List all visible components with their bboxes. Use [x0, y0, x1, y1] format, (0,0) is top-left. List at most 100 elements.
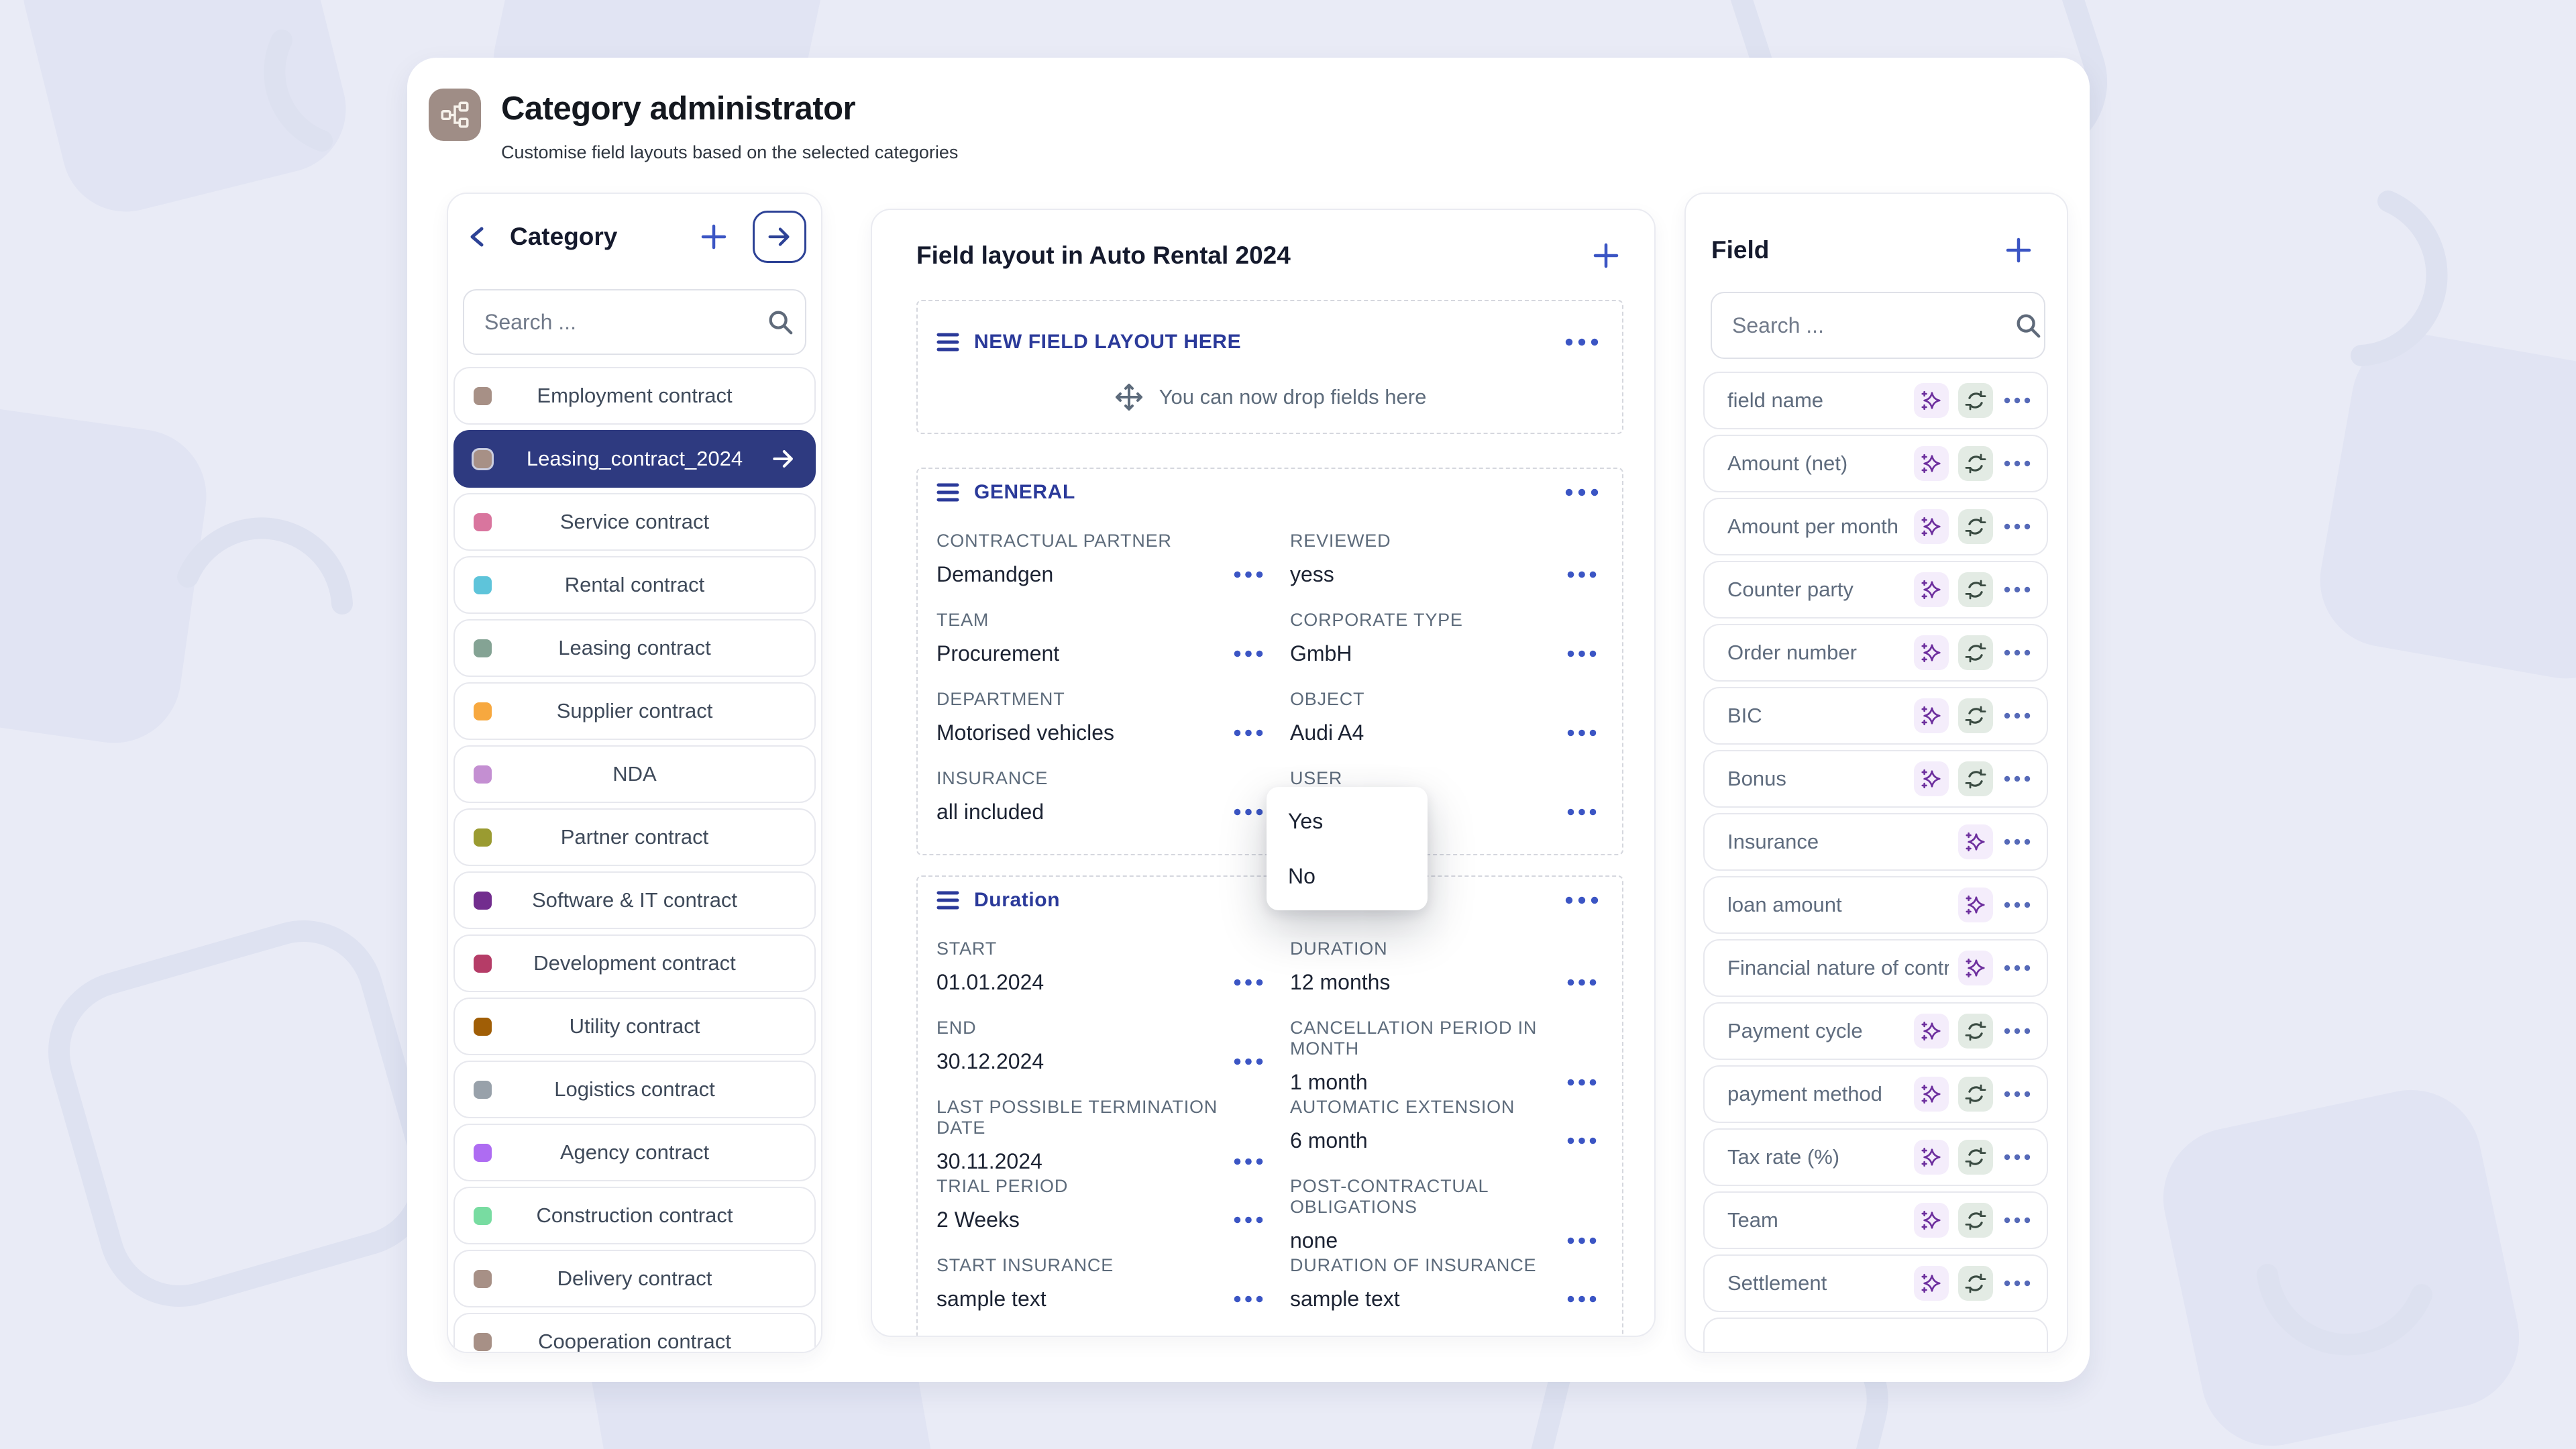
field-list-item[interactable]: payment method: [1703, 1065, 2048, 1123]
ellipsis-menu-icon[interactable]: [1564, 1234, 1599, 1247]
field-list-item[interactable]: Financial nature of contract: [1703, 939, 2048, 997]
add-field-button[interactable]: [2004, 235, 2033, 265]
ai-sparkle-icon[interactable]: [1958, 824, 1993, 859]
field-list-item[interactable]: Amount (net): [1703, 435, 2048, 492]
field-list-item[interactable]: BIC: [1703, 687, 2048, 745]
ai-sparkle-icon[interactable]: [1914, 509, 1949, 544]
ai-sparkle-icon[interactable]: [1914, 1140, 1949, 1175]
ellipsis-menu-icon[interactable]: [1564, 568, 1599, 581]
ellipsis-menu-icon[interactable]: [1560, 484, 1603, 500]
sync-icon[interactable]: [1958, 1203, 1993, 1238]
ellipsis-menu-icon[interactable]: [2004, 965, 2031, 971]
field-list-item[interactable]: Payment cycle: [1703, 1002, 2048, 1060]
ai-sparkle-icon[interactable]: [1914, 446, 1949, 481]
sync-icon[interactable]: [1958, 572, 1993, 607]
ellipsis-menu-icon[interactable]: [1231, 727, 1266, 739]
sync-icon[interactable]: [1958, 761, 1993, 796]
sync-icon[interactable]: [1958, 446, 1993, 481]
ellipsis-menu-icon[interactable]: [2004, 775, 2031, 782]
ellipsis-menu-icon[interactable]: [1564, 727, 1599, 739]
ellipsis-menu-icon[interactable]: [2004, 1028, 2031, 1034]
category-item[interactable]: Logistics contract: [453, 1061, 816, 1118]
category-item[interactable]: Supplier contract: [453, 682, 816, 740]
sync-icon[interactable]: [1958, 1140, 1993, 1175]
category-search-input[interactable]: [484, 309, 766, 335]
ai-sparkle-icon[interactable]: [1914, 1266, 1949, 1301]
field-list-item[interactable]: Counter party: [1703, 561, 2048, 619]
category-item[interactable]: NDA: [453, 745, 816, 803]
chevron-left-icon[interactable]: [466, 223, 492, 250]
ellipsis-menu-icon[interactable]: [1231, 1293, 1266, 1305]
field-list-item[interactable]: Settlement: [1703, 1254, 2048, 1312]
category-item[interactable]: Development contract: [453, 934, 816, 992]
ellipsis-menu-icon[interactable]: [1560, 334, 1603, 350]
ellipsis-menu-icon[interactable]: [2004, 1217, 2031, 1224]
category-item[interactable]: Agency contract: [453, 1124, 816, 1181]
ellipsis-menu-icon[interactable]: [2004, 1091, 2031, 1097]
ellipsis-menu-icon[interactable]: [2004, 1154, 2031, 1161]
field-list-item[interactable]: Bonus: [1703, 750, 2048, 808]
category-item[interactable]: Cooperation contract: [453, 1313, 816, 1352]
add-category-button[interactable]: [699, 222, 729, 252]
drag-handle-icon[interactable]: [936, 482, 959, 502]
ai-sparkle-icon[interactable]: [1914, 1077, 1949, 1112]
drag-handle-icon[interactable]: [936, 890, 959, 910]
ai-sparkle-icon[interactable]: [1914, 572, 1949, 607]
ellipsis-menu-icon[interactable]: [1564, 1293, 1599, 1305]
sync-icon[interactable]: [1958, 509, 1993, 544]
ellipsis-menu-icon[interactable]: [2004, 586, 2031, 593]
field-list-item[interactable]: Order number: [1703, 624, 2048, 682]
category-item[interactable]: Leasing_contract_2024: [453, 430, 816, 488]
forward-category-button[interactable]: [753, 211, 806, 263]
ellipsis-menu-icon[interactable]: [1231, 1055, 1266, 1068]
category-item[interactable]: Utility contract: [453, 998, 816, 1055]
ellipsis-menu-icon[interactable]: [2004, 902, 2031, 908]
ellipsis-menu-icon[interactable]: [1231, 1155, 1266, 1168]
ellipsis-menu-icon[interactable]: [1231, 647, 1266, 660]
ellipsis-menu-icon[interactable]: [2004, 839, 2031, 845]
ellipsis-menu-icon[interactable]: [1231, 806, 1266, 818]
field-list-item[interactable]: field name: [1703, 372, 2048, 429]
ellipsis-menu-icon[interactable]: [2004, 649, 2031, 656]
category-item[interactable]: Employment contract: [453, 367, 816, 425]
ellipsis-menu-icon[interactable]: [1231, 568, 1266, 581]
ai-sparkle-icon[interactable]: [1914, 1014, 1949, 1049]
ai-sparkle-icon[interactable]: [1958, 888, 1993, 922]
category-item[interactable]: Construction contract: [453, 1187, 816, 1244]
field-list-item[interactable]: Amount per month: [1703, 498, 2048, 555]
ellipsis-menu-icon[interactable]: [2004, 1280, 2031, 1287]
ellipsis-menu-icon[interactable]: [2004, 460, 2031, 467]
sync-icon[interactable]: [1958, 635, 1993, 670]
dropdown-option-yes[interactable]: Yes: [1288, 808, 1324, 833]
field-list-item[interactable]: Team: [1703, 1191, 2048, 1249]
add-field-layout-button[interactable]: [1591, 241, 1621, 270]
ai-sparkle-icon[interactable]: [1914, 761, 1949, 796]
category-item[interactable]: Delivery contract: [453, 1250, 816, 1307]
category-item[interactable]: Rental contract: [453, 556, 816, 614]
ellipsis-menu-icon[interactable]: [1564, 647, 1599, 660]
sync-icon[interactable]: [1958, 1014, 1993, 1049]
ellipsis-menu-icon[interactable]: [2004, 397, 2031, 404]
ai-sparkle-icon[interactable]: [1914, 698, 1949, 733]
sync-icon[interactable]: [1958, 698, 1993, 733]
ai-sparkle-icon[interactable]: [1914, 383, 1949, 418]
ellipsis-menu-icon[interactable]: [2004, 523, 2031, 530]
ellipsis-menu-icon[interactable]: [1231, 1214, 1266, 1226]
sync-icon[interactable]: [1958, 383, 1993, 418]
field-search-input[interactable]: [1732, 313, 2014, 338]
drag-handle-icon[interactable]: [936, 332, 959, 352]
ai-sparkle-icon[interactable]: [1958, 951, 1993, 985]
field-list-item-partial[interactable]: [1703, 1318, 2048, 1352]
ai-sparkle-icon[interactable]: [1914, 635, 1949, 670]
category-item[interactable]: Service contract: [453, 493, 816, 551]
ellipsis-menu-icon[interactable]: [1564, 976, 1599, 989]
ellipsis-menu-icon[interactable]: [1564, 1134, 1599, 1147]
sync-icon[interactable]: [1958, 1266, 1993, 1301]
sync-icon[interactable]: [1958, 1077, 1993, 1112]
category-item[interactable]: Software & IT contract: [453, 871, 816, 929]
field-list-item[interactable]: Insurance: [1703, 813, 2048, 871]
ellipsis-menu-icon[interactable]: [1560, 892, 1603, 908]
ellipsis-menu-icon[interactable]: [1231, 976, 1266, 989]
ellipsis-menu-icon[interactable]: [2004, 712, 2031, 719]
category-item[interactable]: Leasing contract: [453, 619, 816, 677]
